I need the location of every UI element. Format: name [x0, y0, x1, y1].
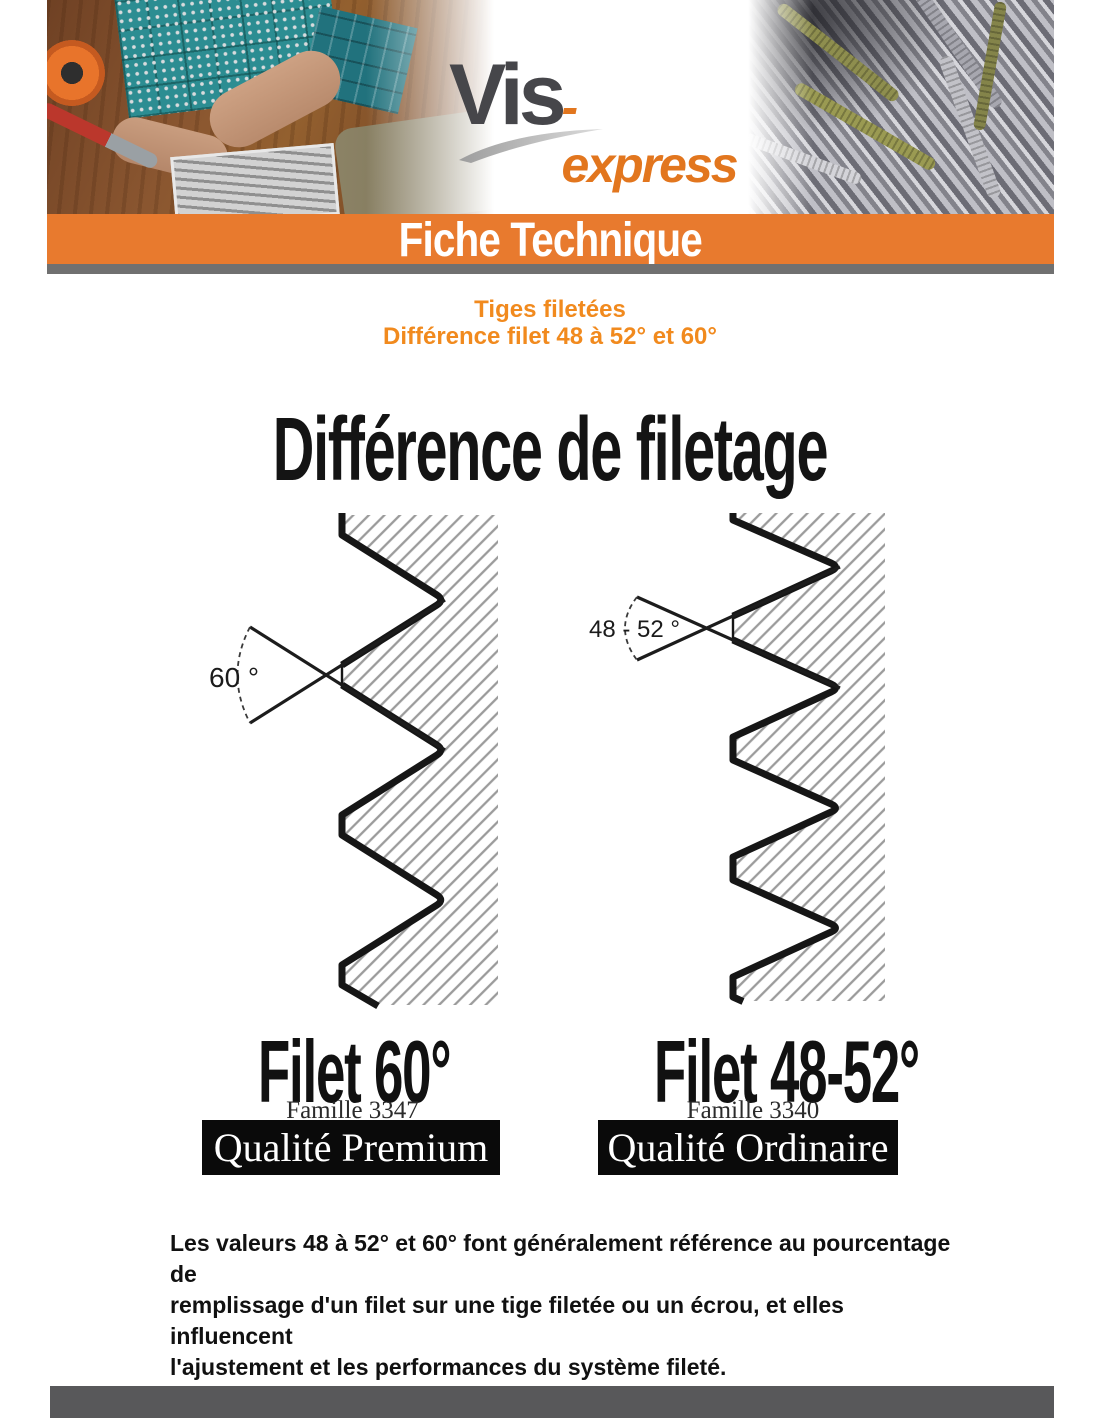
description-paragraph: Les valeurs 48 à 52° et 60° font général… — [170, 1228, 970, 1383]
small-parts-box — [300, 5, 418, 115]
angle-flank-line — [636, 565, 841, 662]
workbench-photo — [47, 0, 503, 214]
brand-logo-express: -express — [561, 79, 739, 193]
paragraph-line: l'ajustement et les performances du syst… — [170, 1354, 727, 1380]
screw-tray — [170, 142, 340, 214]
brand-logo: Vis -express — [449, 47, 749, 193]
famille-3340-label: Famille 3340 — [686, 1097, 820, 1124]
header: Vis -express — [47, 0, 1054, 214]
screw-shape — [972, 0, 1008, 132]
page-title: Différence de filetage — [272, 400, 829, 500]
thread-diagram-48-52deg: 48 - 52 ° — [589, 513, 885, 1005]
subtitle: Tiges filetées Différence filet 48 à 52°… — [0, 296, 1100, 350]
paragraph-line: Les valeurs 48 à 52° et 60° font général… — [170, 1230, 951, 1287]
hand — [199, 40, 351, 158]
screws-pile-photo — [745, 0, 1054, 214]
filet-60-title: Filet 60° — [258, 1022, 451, 1121]
angle-flank-line — [249, 625, 446, 752]
screw-shape — [792, 80, 938, 173]
banner-strip — [47, 264, 1054, 274]
quality-premium-badge: Qualité Premium — [202, 1120, 500, 1175]
thread-material-hatched — [733, 513, 885, 1001]
quality-ordinaire-badge: Qualité Ordinaire — [598, 1120, 898, 1175]
screw-shape — [774, 1, 902, 104]
angle-label-60: 60 ° — [209, 662, 259, 693]
screw-shape — [745, 126, 863, 186]
screw-shape — [895, 0, 1005, 111]
angle-flank-line — [249, 598, 446, 725]
screw-shape — [937, 54, 1003, 200]
logo-swoosh-icon — [459, 129, 603, 163]
thread-material-hatched — [342, 515, 498, 1005]
banner-title: Fiche Technique — [398, 211, 703, 267]
angle-arc — [236, 626, 251, 724]
angle-label-48-52: 48 - 52 ° — [589, 616, 680, 643]
screw-organizer-box — [114, 0, 343, 119]
tape-measure — [47, 40, 105, 106]
thread-diagram-60deg: 60 ° — [209, 513, 498, 1010]
screwdriver — [47, 100, 160, 171]
hand — [107, 112, 233, 186]
thread-profile-outline — [729, 636, 839, 1005]
brand-logo-vis: Vis — [449, 47, 567, 143]
footer-bar — [50, 1386, 1054, 1418]
subtitle-line-2: Différence filet 48 à 52° et 60° — [382, 323, 718, 350]
banner: Fiche Technique — [47, 212, 1054, 266]
angle-flank-line — [636, 595, 841, 690]
subtitle-line-1: Tiges filetées — [474, 296, 626, 323]
famille-3347-label: Famille 3347 — [286, 1097, 419, 1124]
paragraph-line: remplissage d'un filet sur une tige file… — [170, 1292, 844, 1349]
